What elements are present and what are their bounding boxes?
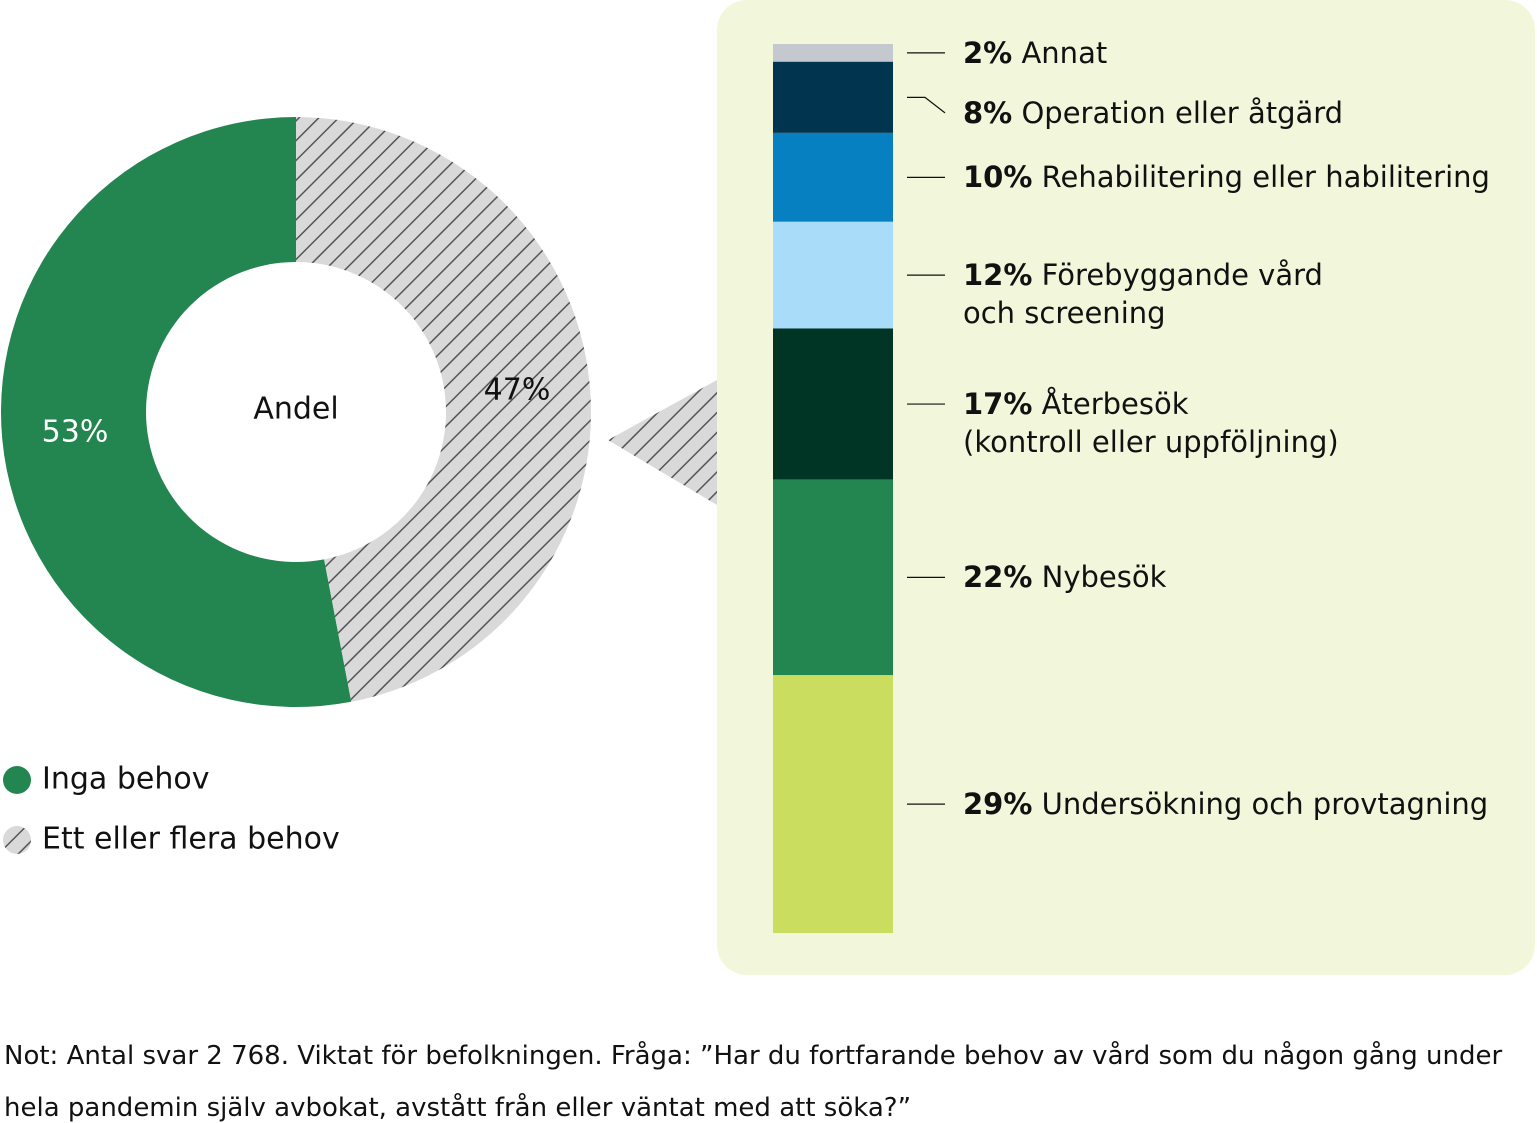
segment-name: Undersökning och provtagning: [1041, 787, 1489, 822]
segment-value-label: 29%: [963, 787, 1033, 822]
segment-label: 12% Förebyggande vård och screening: [963, 256, 1323, 332]
segment-name: Återbesök (kontroll eller uppföljning): [963, 387, 1339, 460]
segment-value-label: 22%: [963, 560, 1033, 595]
segment-name: Förebyggande vård och screening: [963, 258, 1323, 331]
panel: [717, 0, 1535, 975]
legend-label: Inga behov: [42, 762, 209, 797]
segment-value-label: 12%: [963, 258, 1033, 293]
legend-label: Ett eller flera behov: [42, 822, 340, 857]
bar-segment: [773, 132, 893, 222]
callout: [608, 380, 717, 505]
segment-name: Operation eller åtgärd: [1021, 95, 1344, 130]
segment-name: Rehabilitering eller habilitering: [1041, 160, 1490, 195]
segment-value-label: 17%: [963, 387, 1033, 422]
bar-segment: [773, 44, 893, 62]
legend-marker: [3, 766, 31, 794]
segment-label: 22% Nybesök: [963, 558, 1166, 596]
center-label: Andel: [253, 392, 338, 427]
segment-value-label: 8%: [963, 95, 1013, 130]
bar-segment: [773, 61, 893, 133]
donut-slice: [1, 117, 352, 707]
segment-label: 2% Annat: [963, 34, 1107, 72]
donut-slice: [296, 117, 592, 702]
segment-name: Annat: [1021, 35, 1108, 70]
bar-segment: [773, 328, 893, 480]
bar-segment: [773, 221, 893, 329]
slice-label: 47%: [484, 373, 551, 408]
slice-label: 53%: [42, 414, 109, 449]
segment-value-label: 10%: [963, 160, 1033, 195]
note: Not: Antal svar 2 768. Viktat för befolk…: [4, 1041, 1503, 1123]
leader-line: [907, 96, 946, 114]
segment-label: 17% Återbesök (kontroll eller uppföljnin…: [963, 385, 1339, 461]
segment-label: 29% Undersökning och provtagning: [963, 785, 1488, 823]
bar-segment: [773, 479, 893, 676]
segment-value-label: 2%: [963, 35, 1013, 70]
segment-label: 10% Rehabilitering eller habilitering: [963, 158, 1490, 196]
segment-label: 8% Operation eller åtgärd: [963, 94, 1343, 132]
bar-segment: [773, 675, 893, 933]
segment-name: Nybesök: [1041, 560, 1167, 595]
legend-marker: [3, 826, 31, 854]
